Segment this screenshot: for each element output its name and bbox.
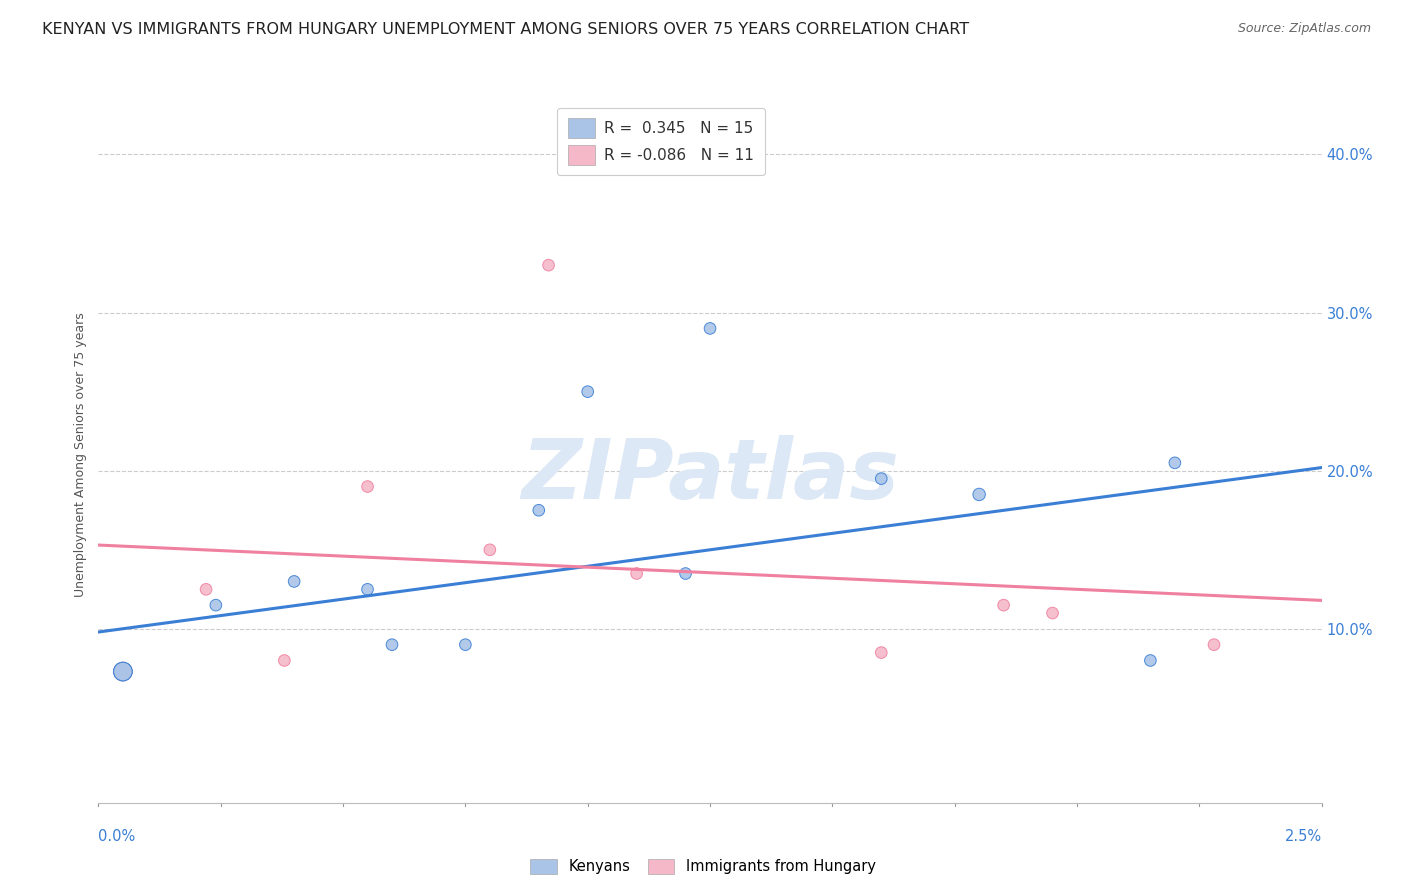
Point xyxy=(111,665,134,679)
Text: 2.5%: 2.5% xyxy=(1285,830,1322,844)
Point xyxy=(381,638,404,652)
Point xyxy=(527,503,550,517)
Point xyxy=(699,321,721,335)
Legend: R =  0.345   N = 15, R = -0.086   N = 11: R = 0.345 N = 15, R = -0.086 N = 11 xyxy=(557,108,765,175)
Point xyxy=(993,598,1015,612)
Point xyxy=(273,653,295,667)
Point xyxy=(478,542,501,557)
Point xyxy=(283,574,305,589)
Text: ZIPatlas: ZIPatlas xyxy=(522,435,898,516)
Text: KENYAN VS IMMIGRANTS FROM HUNGARY UNEMPLOYMENT AMONG SENIORS OVER 75 YEARS CORRE: KENYAN VS IMMIGRANTS FROM HUNGARY UNEMPL… xyxy=(42,22,969,37)
Text: Source: ZipAtlas.com: Source: ZipAtlas.com xyxy=(1237,22,1371,36)
Point xyxy=(1139,653,1161,667)
Point xyxy=(111,665,134,679)
Point xyxy=(454,638,477,652)
Point xyxy=(1042,606,1064,620)
Point xyxy=(870,472,893,486)
Point xyxy=(1202,638,1225,652)
Point xyxy=(356,582,378,597)
Point xyxy=(1164,456,1187,470)
Point xyxy=(870,646,893,660)
Text: 0.0%: 0.0% xyxy=(98,830,135,844)
Point xyxy=(195,582,218,597)
Point xyxy=(111,665,134,679)
Point xyxy=(537,258,560,272)
Point xyxy=(576,384,599,399)
Y-axis label: Unemployment Among Seniors over 75 years: Unemployment Among Seniors over 75 years xyxy=(75,312,87,598)
Point xyxy=(205,598,228,612)
Point xyxy=(626,566,648,581)
Point xyxy=(967,487,990,501)
Legend: Kenyans, Immigrants from Hungary: Kenyans, Immigrants from Hungary xyxy=(524,853,882,880)
Point xyxy=(356,479,378,493)
Point xyxy=(675,566,697,581)
